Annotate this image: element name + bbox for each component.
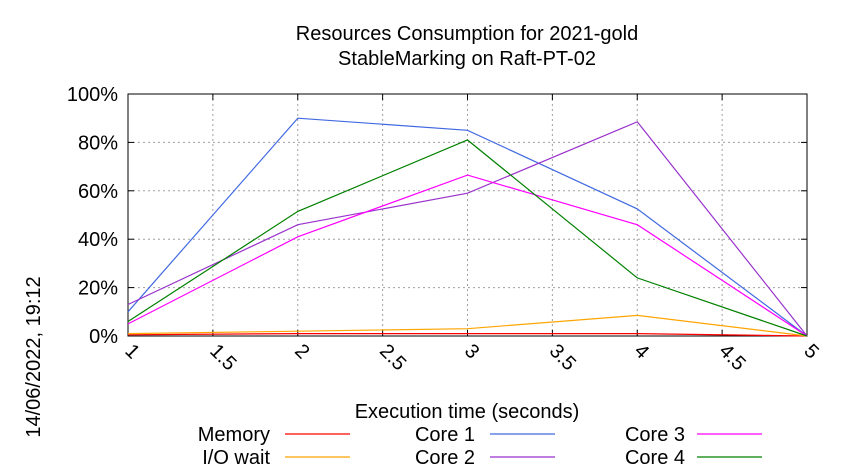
legend-label-core-1: Core 1	[415, 424, 475, 446]
series-lines	[127, 117, 808, 337]
y-tick-label: 100%	[67, 84, 118, 106]
x-tick-label: 3	[460, 340, 483, 363]
y-tick-label: 20%	[78, 278, 118, 300]
grid	[128, 94, 807, 336]
x-tick-label: 1	[120, 340, 143, 363]
y-tick-label: 0%	[89, 326, 118, 348]
x-tick-label: 1.5	[205, 340, 240, 375]
series-line-memory	[127, 333, 808, 337]
x-tick-label: 5	[799, 340, 822, 363]
legend-label-core-4: Core 4	[625, 447, 685, 469]
legend-label-core-2: Core 2	[415, 447, 475, 469]
series-line-core-2	[127, 121, 808, 337]
axis-ticks: 0% 20% 40% 60% 80% 100% 1 1.5 2 2.5 3 3.5 4 4.5 5	[67, 84, 823, 375]
x-tick-label: 2.5	[375, 340, 410, 375]
timestamp: 14/06/2022, 19:12	[23, 276, 45, 437]
series-line-core-1	[127, 117, 808, 337]
x-axis-label: Execution time (seconds)	[355, 401, 580, 423]
legend-label-i-o-wait: I/O wait	[202, 447, 270, 469]
y-tick-label: 80%	[78, 132, 118, 154]
y-tick-label: 40%	[78, 229, 118, 251]
chart-title-line-1: Resources Consumption for 2021-gold	[296, 23, 638, 45]
legend-label-core-3: Core 3	[625, 424, 685, 446]
x-tick-label: 4.5	[715, 340, 750, 375]
series-line-core-4	[127, 139, 808, 337]
series-line-i-o-wait	[127, 314, 808, 337]
x-tick-label: 2	[290, 340, 313, 363]
y-tick-label: 60%	[78, 181, 118, 203]
legend-label-memory: Memory	[198, 424, 270, 446]
x-tick-label: 3.5	[545, 340, 580, 375]
x-tick-label: 4	[630, 340, 653, 363]
chart-title-line-2: StableMarking on Raft-PT-02	[338, 48, 596, 70]
series-line-core-3	[127, 174, 808, 337]
